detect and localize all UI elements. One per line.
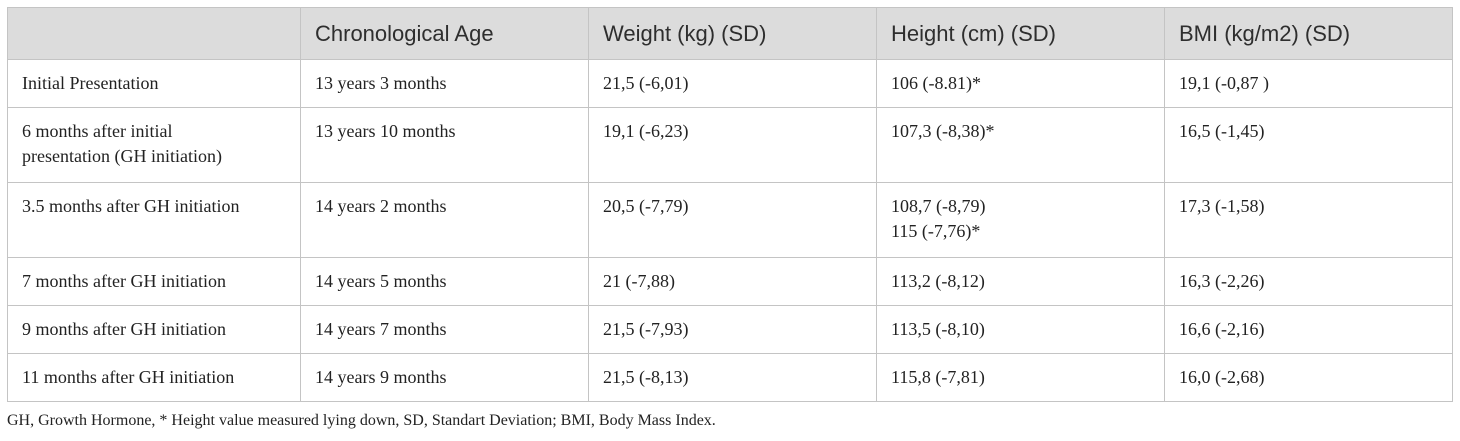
growth-table-container: Chronological Age Weight (kg) (SD) Heigh… [7,7,1453,402]
bmi-cell: 19,1 (-0,87 ) [1164,59,1453,108]
header-label [7,7,301,60]
bmi-cell: 16,6 (-2,16) [1164,305,1453,354]
height-value: 108,7 (-8,79) [891,196,986,216]
table-row: 9 months after GH initiation 14 years 7 … [7,305,1453,354]
age-cell: 13 years 3 months [300,59,589,108]
height-value: 115,8 (-7,81) [891,367,985,387]
row-label: 6 months after initial presentation (GH … [7,107,301,183]
height-cell: 115,8 (-7,81) [876,353,1165,402]
height-cell: 113,2 (-8,12) [876,257,1165,306]
row-label: 7 months after GH initiation [7,257,301,306]
table-row: 7 months after GH initiation 14 years 5 … [7,257,1453,306]
age-cell: 14 years 2 months [300,182,589,258]
table-row: 11 months after GH initiation 14 years 9… [7,353,1453,402]
row-label-line: 9 months after GH initiation [22,319,226,339]
height-value: 113,5 (-8,10) [891,319,985,339]
table-row: Initial Presentation 13 years 3 months 2… [7,59,1453,108]
row-label-line: presentation (GH initiation) [22,146,222,166]
height-value: 113,2 (-8,12) [891,271,985,291]
weight-cell: 21 (-7,88) [588,257,877,306]
weight-cell: 21,5 (-8,13) [588,353,877,402]
row-label-line: 11 months after GH initiation [22,367,235,387]
weight-cell: 19,1 (-6,23) [588,107,877,183]
height-value: 115 (-7,76)* [891,221,981,241]
weight-cell: 21,5 (-6,01) [588,59,877,108]
row-label-line: 3.5 months after GH initiation [22,196,240,216]
header-chronological-age: Chronological Age [300,7,589,60]
table-header-row: Chronological Age Weight (kg) (SD) Heigh… [7,7,1453,60]
height-cell: 113,5 (-8,10) [876,305,1165,354]
header-weight: Weight (kg) (SD) [588,7,877,60]
bmi-cell: 16,5 (-1,45) [1164,107,1453,183]
table-row: 6 months after initial presentation (GH … [7,107,1453,183]
height-cell: 106 (-8.81)* [876,59,1165,108]
growth-table: Chronological Age Weight (kg) (SD) Heigh… [7,7,1453,402]
bmi-cell: 16,3 (-2,26) [1164,257,1453,306]
bmi-cell: 16,0 (-2,68) [1164,353,1453,402]
weight-cell: 20,5 (-7,79) [588,182,877,258]
row-label: Initial Presentation [7,59,301,108]
header-bmi: BMI (kg/m2) (SD) [1164,7,1453,60]
age-cell: 13 years 10 months [300,107,589,183]
age-cell: 14 years 9 months [300,353,589,402]
table-row: 3.5 months after GH initiation 14 years … [7,182,1453,258]
weight-cell: 21,5 (-7,93) [588,305,877,354]
row-label: 11 months after GH initiation [7,353,301,402]
age-cell: 14 years 5 months [300,257,589,306]
row-label: 3.5 months after GH initiation [7,182,301,258]
header-height: Height (cm) (SD) [876,7,1165,60]
height-value: 106 (-8.81)* [891,73,981,93]
height-cell: 107,3 (-8,38)* [876,107,1165,183]
row-label-line: Initial Presentation [22,73,159,93]
row-label-line: 6 months after initial [22,121,173,141]
bmi-cell: 17,3 (-1,58) [1164,182,1453,258]
height-value: 107,3 (-8,38)* [891,121,995,141]
row-label: 9 months after GH initiation [7,305,301,354]
row-label-line: 7 months after GH initiation [22,271,226,291]
table-footnote: GH, Growth Hormone, * Height value measu… [7,412,716,429]
age-cell: 14 years 7 months [300,305,589,354]
height-cell: 108,7 (-8,79) 115 (-7,76)* [876,182,1165,258]
